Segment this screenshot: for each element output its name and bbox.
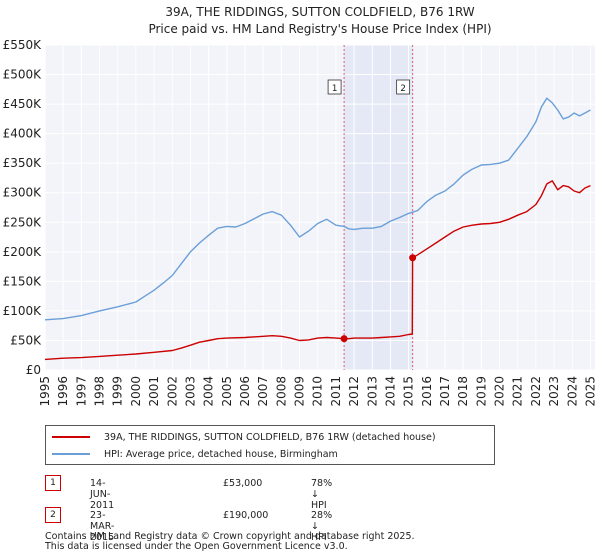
- legend-item-property: 39A, THE RIDDINGS, SUTTON COLDFIELD, B76…: [52, 429, 436, 445]
- legend-label-property: 39A, THE RIDDINGS, SUTTON COLDFIELD, B76…: [104, 431, 436, 443]
- y-tick-label: £250K: [3, 215, 43, 229]
- x-tick-label: 2013: [365, 376, 379, 407]
- sale-number-badge: 1: [45, 475, 61, 491]
- x-tick-label: 2011: [329, 376, 343, 407]
- x-tick-label: 2023: [547, 376, 561, 407]
- legend-label-hpi: HPI: Average price, detached house, Birm…: [104, 448, 338, 460]
- x-tick-label: 2024: [565, 376, 579, 407]
- chart-legend: 39A, THE RIDDINGS, SUTTON COLDFIELD, B76…: [45, 425, 495, 465]
- sale-hpi-diff: 78% ↓ HPI: [311, 478, 333, 511]
- x-tick-label: 2022: [529, 376, 543, 407]
- x-tick-label: 2000: [129, 376, 143, 407]
- x-tick-label: 2016: [420, 376, 434, 407]
- x-tick-label: 2006: [238, 376, 252, 407]
- x-tick-label: 2007: [256, 376, 270, 407]
- sale-marker-label: 1: [332, 84, 338, 94]
- chart-subtitle: Price paid vs. HM Land Registry's House …: [148, 22, 491, 36]
- y-tick-label: £350K: [3, 156, 43, 170]
- footer-attribution: Contains HM Land Registry data © Crown c…: [45, 532, 415, 552]
- x-tick-label: 2020: [493, 376, 507, 407]
- sale-period-shade: [344, 45, 413, 370]
- sale-date: 23-MAR-2015: [90, 510, 115, 543]
- x-tick-label: 2001: [147, 376, 161, 407]
- price-chart: 39A, THE RIDDINGS, SUTTON COLDFIELD, B76…: [3, 5, 598, 407]
- y-tick-label: £450K: [3, 97, 43, 111]
- x-tick-label: 2004: [202, 376, 216, 407]
- x-tick-label: 1995: [38, 376, 52, 407]
- x-tick-label: 2025: [583, 376, 597, 407]
- x-tick-label: 2003: [183, 376, 197, 407]
- x-tick-label: 1997: [74, 376, 88, 407]
- sale-hpi-diff: 28% ↓ HPI: [311, 510, 333, 543]
- y-tick-label: £150K: [3, 274, 43, 288]
- x-tick-label: 2002: [165, 376, 179, 407]
- x-tick-label: 2009: [293, 376, 307, 407]
- x-tick-label: 2019: [474, 376, 488, 407]
- x-tick-label: 2015: [402, 376, 416, 407]
- x-tick-label: 2018: [456, 376, 470, 407]
- x-tick-label: 1999: [111, 376, 125, 407]
- y-tick-label: £50K: [10, 333, 42, 347]
- y-tick-label: £550K: [3, 38, 43, 52]
- footer-line-1: Contains HM Land Registry data © Crown c…: [45, 531, 415, 542]
- y-tick-label: £0: [26, 363, 41, 377]
- chart-title: 39A, THE RIDDINGS, SUTTON COLDFIELD, B76…: [165, 5, 474, 19]
- x-tick-label: 2005: [220, 376, 234, 407]
- legend-line-property: [52, 436, 90, 438]
- x-tick-label: 2010: [311, 376, 325, 407]
- footer-line-2: This data is licensed under the Open Gov…: [45, 541, 348, 552]
- y-tick-label: £400K: [3, 127, 43, 141]
- sale-marker-label: 2: [400, 84, 406, 94]
- x-tick-label: 2008: [274, 376, 288, 407]
- sale-marker-box: [396, 79, 411, 95]
- x-tick-label: 1998: [93, 376, 107, 407]
- x-tick-label: 2017: [438, 376, 452, 407]
- legend-line-hpi: [52, 453, 90, 455]
- hpi-line: [44, 97, 591, 321]
- sale-date: 14-JUN-2011: [90, 478, 115, 511]
- property-price-line: [44, 180, 591, 361]
- plot-area: [45, 45, 595, 370]
- sale-point: [409, 254, 417, 262]
- x-tick-label: 2012: [347, 376, 361, 407]
- y-tick-label: £200K: [3, 245, 43, 259]
- sale-price: £190,000: [223, 510, 269, 521]
- x-tick-label: 2014: [383, 376, 397, 407]
- sale-price: £53,000: [223, 478, 263, 489]
- sale-marker-box: [327, 79, 342, 95]
- sale-number-badge: 2: [45, 507, 61, 523]
- x-tick-label: 1996: [56, 376, 70, 407]
- sale-point: [340, 335, 348, 343]
- y-tick-label: £100K: [3, 304, 43, 318]
- x-tick-label: 2021: [511, 376, 525, 407]
- y-tick-label: £300K: [3, 186, 43, 200]
- y-tick-label: £500K: [3, 68, 43, 82]
- legend-item-hpi: HPI: Average price, detached house, Birm…: [52, 446, 338, 462]
